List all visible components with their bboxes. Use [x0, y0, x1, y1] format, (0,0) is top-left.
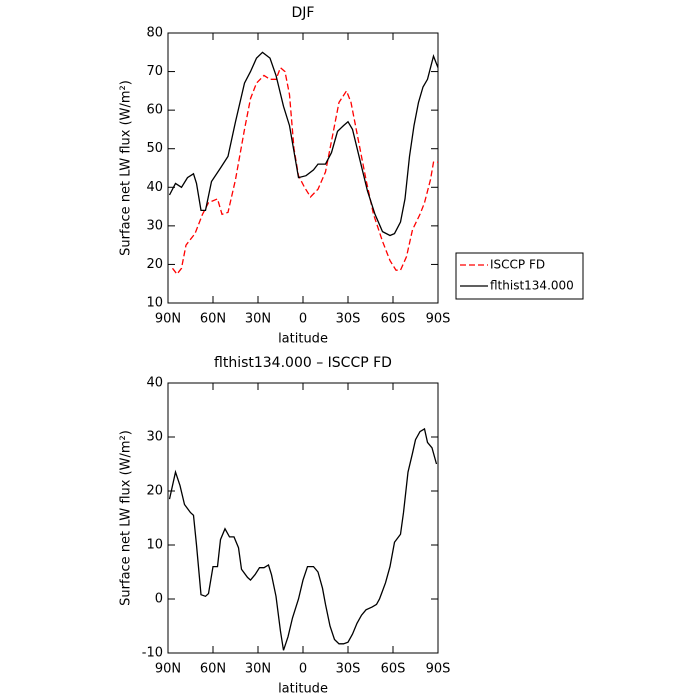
x-tick-label: 0	[299, 312, 307, 327]
y-tick-label: 30	[146, 218, 163, 233]
y-axis-label: Surface net LW flux (W/m²)	[119, 80, 134, 256]
x-axis-label: latitude	[278, 682, 328, 697]
y-tick-label: 50	[146, 141, 163, 156]
y-tick-label: -10	[142, 646, 163, 661]
x-tick-label: 60S	[381, 662, 406, 677]
x-tick-label: 90S	[426, 662, 451, 677]
legend-label: flthist134.000	[490, 279, 574, 293]
x-tick-label: 60N	[200, 662, 226, 677]
y-tick-label: 10	[146, 296, 163, 311]
x-axis-label: latitude	[278, 332, 328, 347]
plot-frame	[167, 382, 439, 654]
y-tick-label: 20	[146, 484, 163, 499]
chart-title: DJF	[292, 5, 315, 21]
legend-label: ISCCP FD	[490, 258, 545, 272]
x-tick-label: 30N	[245, 662, 271, 677]
x-tick-label: 0	[299, 662, 307, 677]
y-tick-label: 30	[146, 430, 163, 445]
x-tick-label: 90N	[155, 662, 181, 677]
x-tick-label: 90N	[155, 312, 181, 327]
legend-box	[455, 252, 584, 300]
y-tick-label: 20	[146, 257, 163, 272]
data-line	[168, 427, 438, 651]
data-line	[168, 51, 439, 237]
y-tick-label: 70	[146, 64, 163, 79]
y-tick-label: 80	[146, 26, 163, 41]
y-axis-label: Surface net LW flux (W/m²)	[119, 430, 134, 606]
x-tick-label: 60S	[381, 312, 406, 327]
y-tick-label: 40	[146, 180, 163, 195]
data-line	[171, 66, 438, 276]
chart-title: flthist134.000 – ISCCP FD	[214, 355, 392, 371]
x-tick-label: 90S	[426, 312, 451, 327]
x-tick-label: 30S	[336, 662, 361, 677]
y-tick-label: 0	[155, 592, 163, 607]
x-tick-label: 30N	[245, 312, 271, 327]
y-tick-label: 60	[146, 103, 163, 118]
x-tick-label: 30S	[336, 312, 361, 327]
y-tick-label: 40	[146, 376, 163, 391]
plot-frame	[167, 32, 439, 304]
y-tick-label: 10	[146, 538, 163, 553]
x-tick-label: 60N	[200, 312, 226, 327]
